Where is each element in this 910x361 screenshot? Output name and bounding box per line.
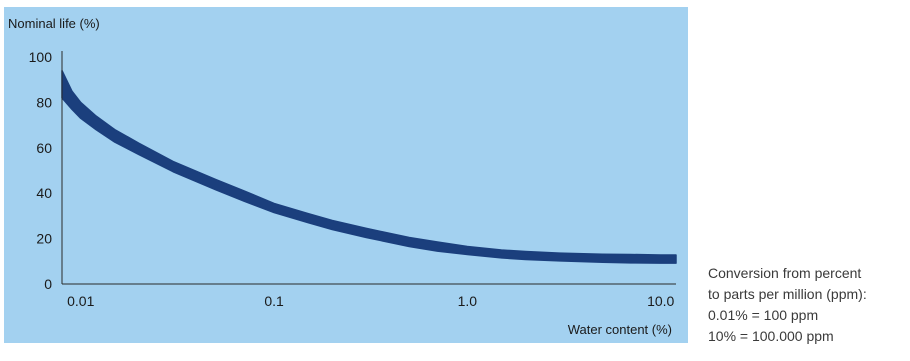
x-tick-label: 10.0 xyxy=(647,293,674,309)
axis-layer xyxy=(61,51,676,285)
conversion-note-line: to parts per million (ppm): xyxy=(708,286,867,302)
life-band xyxy=(61,69,677,264)
y-axis-label: Nominal life (%) xyxy=(8,16,100,31)
y-tick-label: 0 xyxy=(44,276,52,292)
x-tick-label: 1.0 xyxy=(458,293,478,309)
conversion-note-line: Conversion from percent xyxy=(708,265,862,281)
band-layer xyxy=(61,69,677,264)
y-tick-label: 40 xyxy=(36,185,52,201)
x-axis-label: Water content (%) xyxy=(568,322,672,337)
y-tick-label: 20 xyxy=(36,231,52,247)
nominal-life-chart: Nominal life (%) Water content (%) 0 20 40… xyxy=(8,16,677,337)
conversion-note-line: 10% = 100.000 ppm xyxy=(708,328,834,344)
x-tick-label: 0.1 xyxy=(264,293,284,309)
x-tick-label: 0.01 xyxy=(67,293,94,309)
y-tick-label: 60 xyxy=(36,140,52,156)
conversion-note: Conversion from percent to parts per mil… xyxy=(708,263,908,347)
y-tick-label: 80 xyxy=(36,94,52,110)
conversion-note-line: 0.01% = 100 ppm xyxy=(708,307,819,323)
tick-label-layer: 0 20 40 60 80 100 0.01 0.1 1.0 10.0 xyxy=(29,49,675,309)
chart-panel: Nominal life (%) Water content (%) 0 20 40… xyxy=(4,7,688,343)
y-tick-label: 100 xyxy=(29,49,53,65)
